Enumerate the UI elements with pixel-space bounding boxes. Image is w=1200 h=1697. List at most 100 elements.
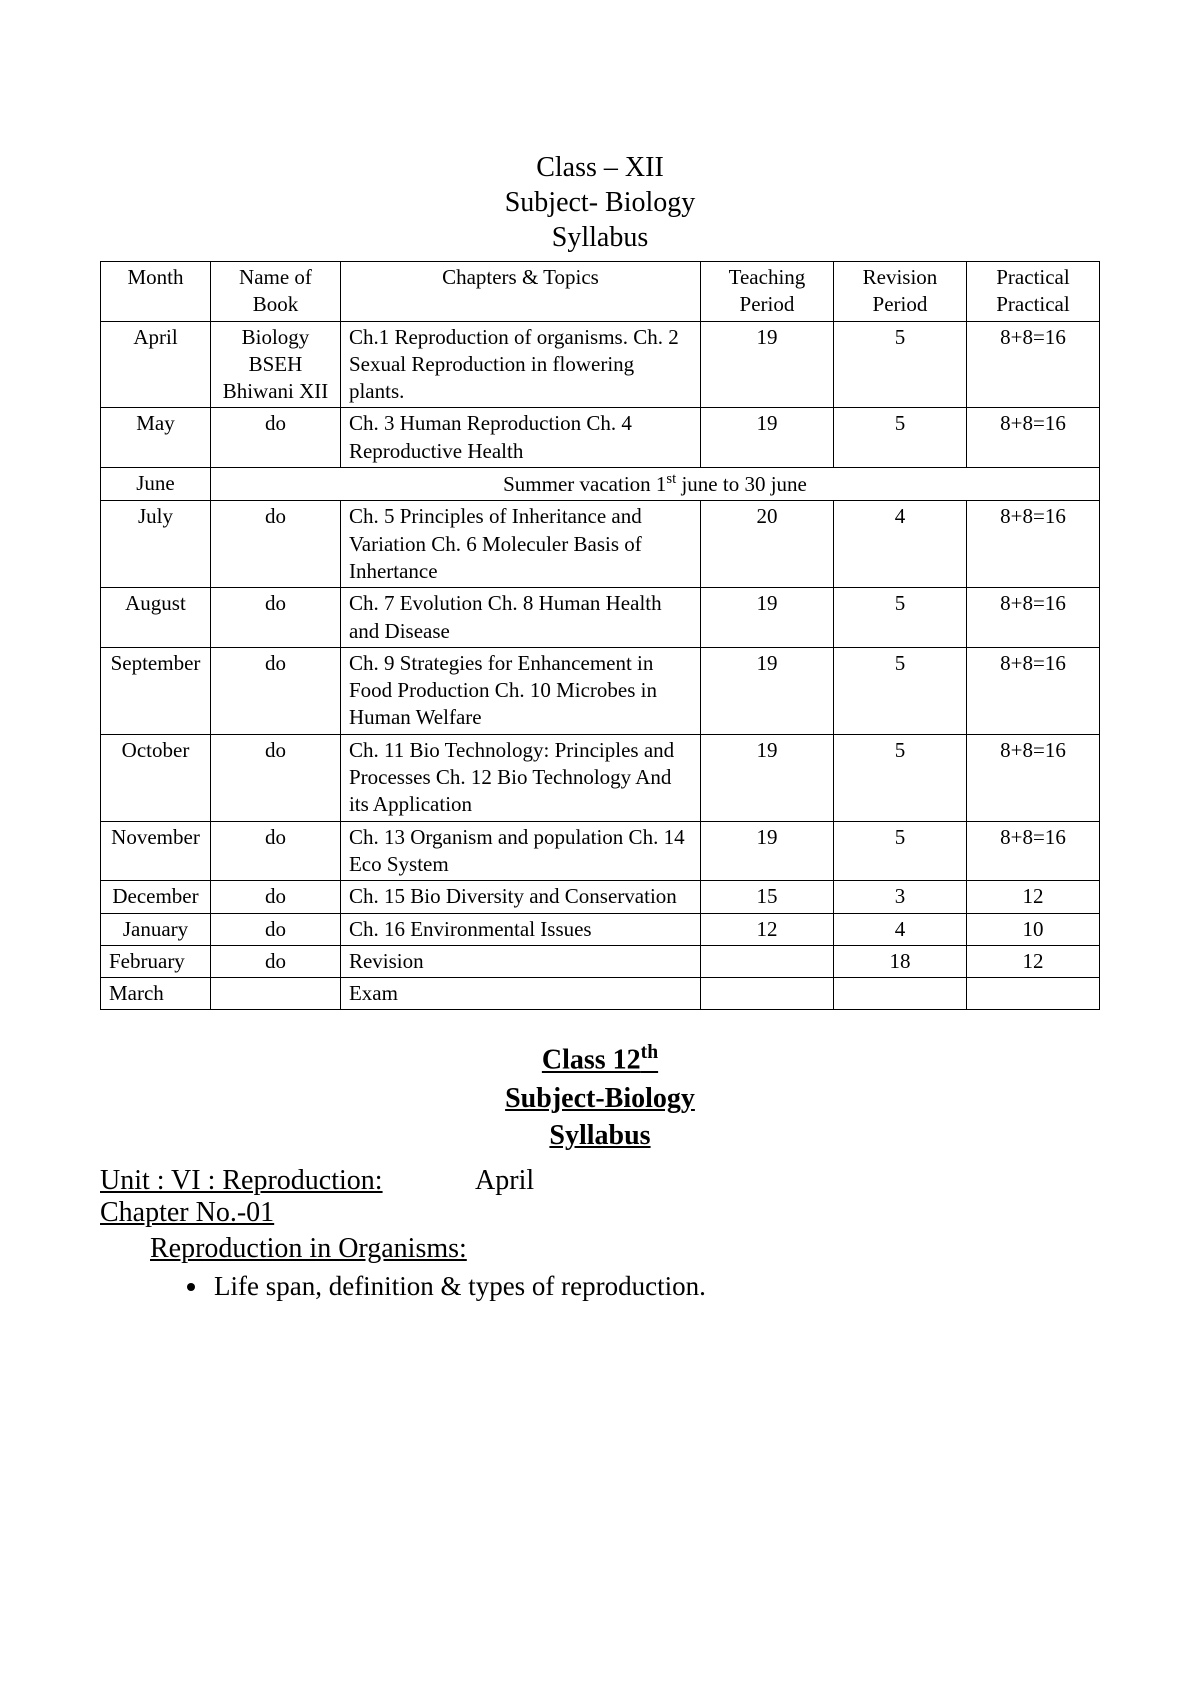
- cell-month: January: [101, 913, 211, 945]
- cell-rev: 5: [833, 647, 966, 734]
- cell-chapters: Ch. 5 Principles of Inheritance and Vari…: [340, 501, 700, 588]
- cell-chapters: Exam: [340, 978, 700, 1010]
- vacation-pre: Summer vacation 1: [503, 472, 666, 496]
- cell-chapters: Ch. 15 Bio Diversity and Conservation: [340, 881, 700, 913]
- th-book: Name of Book: [210, 262, 340, 322]
- cell-prac: 8+8=16: [966, 588, 1099, 648]
- unit-label: Unit : VI : Reproduction:: [100, 1165, 383, 1196]
- table-row: October do Ch. 11 Bio Technology: Princi…: [101, 734, 1100, 821]
- cell-month: August: [101, 588, 211, 648]
- cell-prac: [966, 978, 1099, 1010]
- cell-month: May: [101, 408, 211, 468]
- cell-book: do: [210, 734, 340, 821]
- th-revision: RevisionPeriod: [833, 262, 966, 322]
- cell-month: June: [101, 468, 211, 501]
- subheader-class-sup: th: [641, 1042, 658, 1063]
- subheader-subject: Subject-Biology: [100, 1080, 1100, 1118]
- cell-chapters: Ch.1 Reproduction of organisms. Ch. 2 Se…: [340, 321, 700, 408]
- cell-prac: 10: [966, 913, 1099, 945]
- th-practical: Practical Practical: [966, 262, 1099, 322]
- cell-teach: 19: [700, 821, 833, 881]
- header-syllabus: Syllabus: [100, 220, 1100, 255]
- th-teach-l1: Teaching: [729, 265, 806, 289]
- cell-month: July: [101, 501, 211, 588]
- chapter-number: Chapter No.-01: [100, 1197, 1100, 1229]
- cell-chapters: Ch. 3 Human Reproduction Ch. 4 Reproduct…: [340, 408, 700, 468]
- th-month: Month: [101, 262, 211, 322]
- cell-book: do: [210, 501, 340, 588]
- table-row: April Biology BSEH Bhiwani XII Ch.1 Repr…: [101, 321, 1100, 408]
- cell-prac: 8+8=16: [966, 821, 1099, 881]
- cell-month: November: [101, 821, 211, 881]
- cell-rev: 3: [833, 881, 966, 913]
- table-row: July do Ch. 5 Principles of Inheritance …: [101, 501, 1100, 588]
- cell-prac: 8+8=16: [966, 321, 1099, 408]
- subheader-syllabus: Syllabus: [100, 1117, 1100, 1155]
- th-book-l2: Book: [253, 292, 299, 316]
- cell-book: do: [210, 945, 340, 977]
- cell-prac: 8+8=16: [966, 501, 1099, 588]
- th-rev-l1: Revision: [863, 265, 938, 289]
- th-teach-l2: Period: [740, 292, 795, 316]
- cell-rev: 5: [833, 321, 966, 408]
- cell-month: February: [101, 945, 211, 977]
- th-prac-l1: Practical: [996, 265, 1069, 289]
- cell-teach: [700, 978, 833, 1010]
- cell-teach: 15: [700, 881, 833, 913]
- cell-rev: 5: [833, 821, 966, 881]
- cell-book: Biology BSEH Bhiwani XII: [210, 321, 340, 408]
- cell-month: March: [101, 978, 211, 1010]
- header-class: Class – XII: [100, 150, 1100, 185]
- cell-chapters: Ch. 11 Bio Technology: Principles and Pr…: [340, 734, 700, 821]
- cell-month: December: [101, 881, 211, 913]
- table-row: September do Ch. 9 Strategies for Enhanc…: [101, 647, 1100, 734]
- cell-chapters: Ch. 13 Organism and population Ch. 14 Ec…: [340, 821, 700, 881]
- subheader-class-pre: Class 12: [542, 1045, 641, 1076]
- page-container: Class – XII Subject- Biology Syllabus Mo…: [0, 0, 1200, 1697]
- table-header-row: Month Name of Book Chapters & Topics Teac…: [101, 262, 1100, 322]
- cell-book: do: [210, 647, 340, 734]
- cell-teach: 19: [700, 734, 833, 821]
- vacation-sup: st: [666, 471, 676, 487]
- cell-rev: 18: [833, 945, 966, 977]
- vacation-post: june to 30 june: [676, 472, 807, 496]
- cell-teach: 20: [700, 501, 833, 588]
- cell-book: do: [210, 881, 340, 913]
- th-chapters: Chapters & Topics: [340, 262, 700, 322]
- syllabus-table: Month Name of Book Chapters & Topics Teac…: [100, 261, 1100, 1010]
- cell-rev: 5: [833, 588, 966, 648]
- table-row: December do Ch. 15 Bio Diversity and Con…: [101, 881, 1100, 913]
- cell-prac: 8+8=16: [966, 647, 1099, 734]
- cell-teach: [700, 945, 833, 977]
- cell-rev: [833, 978, 966, 1010]
- cell-book: do: [210, 821, 340, 881]
- cell-prac: 12: [966, 881, 1099, 913]
- cell-prac: 8+8=16: [966, 734, 1099, 821]
- th-book-l1: Name of: [239, 265, 312, 289]
- cell-chapters: Ch. 7 Evolution Ch. 8 Human Health and D…: [340, 588, 700, 648]
- cell-month: October: [101, 734, 211, 821]
- cell-rev: 4: [833, 913, 966, 945]
- th-prac-l2: Practical: [996, 292, 1069, 316]
- cell-vacation: Summer vacation 1st june to 30 june: [210, 468, 1099, 501]
- table-row: May do Ch. 3 Human Reproduction Ch. 4 Re…: [101, 408, 1100, 468]
- cell-prac: 8+8=16: [966, 408, 1099, 468]
- cell-chapters: Ch. 16 Environmental Issues: [340, 913, 700, 945]
- unit-month: April: [475, 1165, 534, 1196]
- cell-book: [210, 978, 340, 1010]
- table-row: March Exam: [101, 978, 1100, 1010]
- table-row: June Summer vacation 1st june to 30 june: [101, 468, 1100, 501]
- table-row: August do Ch. 7 Evolution Ch. 8 Human He…: [101, 588, 1100, 648]
- cell-month: April: [101, 321, 211, 408]
- cell-book: do: [210, 913, 340, 945]
- cell-rev: 5: [833, 734, 966, 821]
- document-header: Class – XII Subject- Biology Syllabus: [100, 150, 1100, 255]
- cell-rev: 5: [833, 408, 966, 468]
- cell-teach: 19: [700, 588, 833, 648]
- cell-teach: 19: [700, 321, 833, 408]
- table-row: November do Ch. 13 Organism and populati…: [101, 821, 1100, 881]
- sub-header: Class 12th Subject-Biology Syllabus: [100, 1040, 1100, 1155]
- table-row: February do Revision 18 12: [101, 945, 1100, 977]
- cell-book: do: [210, 408, 340, 468]
- cell-teach: 19: [700, 647, 833, 734]
